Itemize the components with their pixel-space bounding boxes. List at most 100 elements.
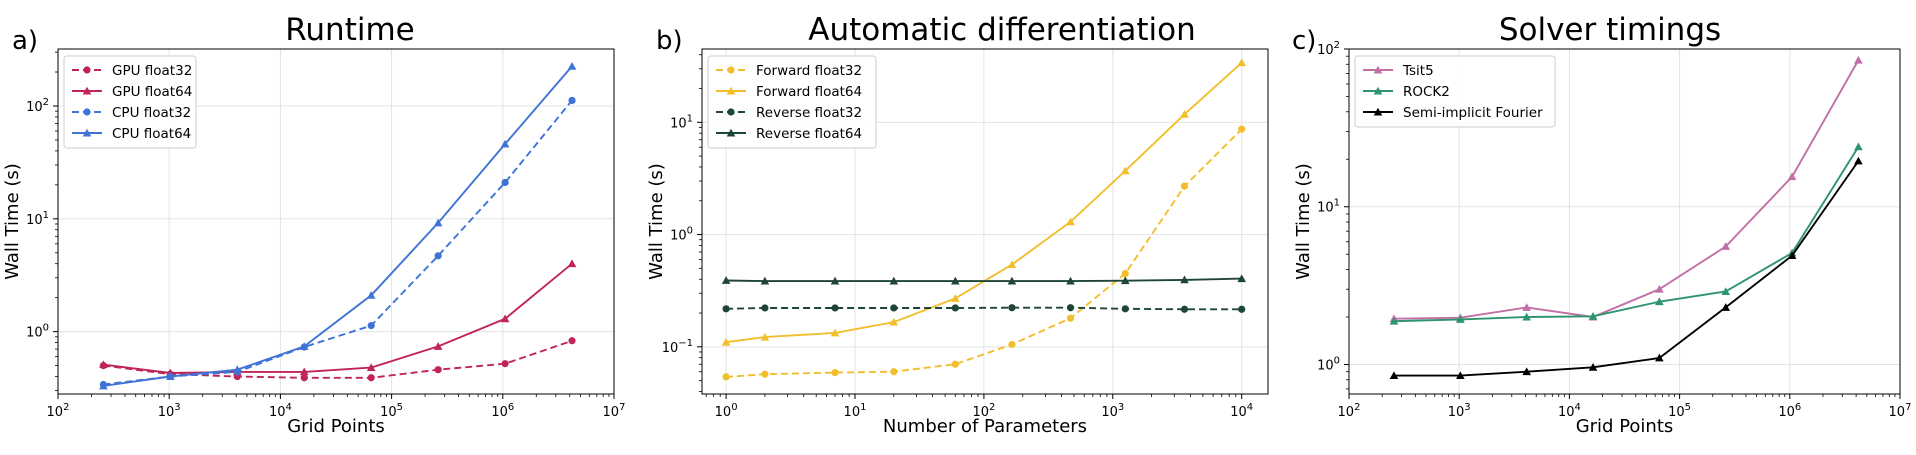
data-point — [1787, 251, 1797, 260]
legend-label: GPU float32 — [112, 63, 192, 79]
data-point — [722, 305, 730, 313]
series-line-4 — [726, 277, 1242, 283]
data-point — [889, 276, 899, 285]
data-point — [1008, 340, 1016, 349]
data-point — [567, 259, 577, 268]
legend-label: CPU float32 — [112, 105, 191, 121]
data-point — [1120, 166, 1130, 175]
chart-title: Solver timings — [1499, 12, 1721, 48]
data-point — [1588, 312, 1598, 320]
x-axis-label: Grid Points — [287, 416, 385, 437]
series-line-4 — [103, 65, 573, 387]
data-point — [366, 363, 376, 372]
data-point — [951, 294, 960, 302]
legend-marker — [1373, 65, 1383, 74]
data-point — [501, 178, 509, 187]
data-point — [232, 365, 242, 374]
data-point — [1522, 367, 1531, 376]
legend-box — [1354, 55, 1556, 128]
x-tick-label: 103 — [1448, 402, 1471, 420]
chart-panel-1: 102 103 104 105 106 107 100 101 102 Runtime a) Grid… — [2, 12, 625, 437]
x-tick-label: 100 — [715, 402, 738, 420]
series-group — [721, 58, 1246, 381]
plot-frame — [701, 48, 1269, 395]
legend-label: ROCK2 — [1403, 84, 1450, 100]
data-point — [951, 360, 959, 368]
x-tick-label: 102 — [47, 402, 70, 420]
x-tick-label: 107 — [603, 402, 626, 420]
data-point — [568, 337, 576, 345]
data-point — [1238, 305, 1246, 313]
data-point — [366, 290, 376, 299]
data-point — [1238, 125, 1246, 133]
y-tick-label: 100 — [1317, 355, 1340, 373]
plot-frame — [57, 48, 615, 395]
series-line-1 — [726, 128, 1243, 378]
data-point — [831, 304, 839, 312]
legend-label: Reverse float32 — [756, 105, 862, 121]
data-point — [1121, 269, 1129, 278]
y-tick-label: 101 — [1317, 198, 1340, 216]
series-line-2 — [1393, 146, 1860, 323]
data-point — [1787, 172, 1797, 181]
data-point — [722, 373, 730, 381]
y-tick-label: 100 — [670, 226, 693, 244]
data-point — [1389, 371, 1399, 380]
x-axis-label: Grid Points — [1576, 416, 1674, 437]
data-point — [890, 368, 898, 376]
legend-marker — [83, 66, 91, 74]
x-tick-label: 107 — [1889, 402, 1912, 420]
panel-label: b) — [656, 26, 683, 56]
panel-label: a) — [12, 26, 38, 56]
y-axis-label: Wall Time (s) — [646, 163, 667, 280]
data-point — [299, 367, 309, 376]
data-point — [434, 366, 442, 374]
x-tick-label: 101 — [844, 402, 867, 420]
y-tick-label: 102 — [26, 97, 49, 115]
x-tick-label: 103 — [1101, 402, 1124, 420]
data-point — [1180, 182, 1189, 190]
y-axis-label: Wall Time (s) — [1293, 163, 1314, 280]
data-point — [831, 368, 839, 377]
data-point — [99, 360, 108, 369]
data-point — [830, 328, 840, 337]
data-point — [761, 370, 769, 378]
data-point — [951, 276, 960, 285]
x-tick-label: 105 — [380, 402, 403, 420]
y-tick-label: 100 — [26, 323, 49, 341]
series-group — [1389, 55, 1863, 380]
y-tick-label: 10−1 — [662, 338, 693, 356]
data-point — [1180, 305, 1189, 313]
x-tick-label: 105 — [1668, 402, 1691, 420]
data-point — [721, 337, 731, 346]
y-tick-label: 102 — [1317, 40, 1340, 58]
data-point — [1066, 276, 1075, 285]
data-point — [1389, 316, 1399, 325]
data-point — [889, 317, 899, 326]
x-tick-label: 104 — [1230, 402, 1253, 420]
legend-marker — [727, 108, 735, 116]
series-line-3 — [1394, 160, 1860, 377]
legend-label: CPU float64 — [112, 126, 191, 142]
legend-label: Semi-implicit Fourier — [1403, 105, 1543, 121]
legend-box — [63, 55, 197, 149]
data-point — [1522, 312, 1531, 321]
x-tick-label: 103 — [158, 402, 181, 420]
data-point — [1066, 314, 1075, 322]
data-point — [367, 322, 375, 330]
legend-marker — [82, 128, 92, 137]
data-point — [760, 276, 770, 285]
data-point — [300, 374, 308, 382]
data-point — [1522, 303, 1531, 311]
data-point — [299, 342, 309, 350]
data-point — [500, 139, 510, 148]
legend-marker — [726, 128, 736, 137]
chart-title: Runtime — [285, 12, 414, 48]
data-point — [1237, 274, 1246, 283]
data-point — [1854, 156, 1863, 165]
data-point — [568, 96, 576, 105]
x-axis-label: Number of Parameters — [883, 416, 1087, 437]
data-point — [1655, 297, 1664, 306]
x-tick-label: 104 — [1558, 402, 1581, 420]
